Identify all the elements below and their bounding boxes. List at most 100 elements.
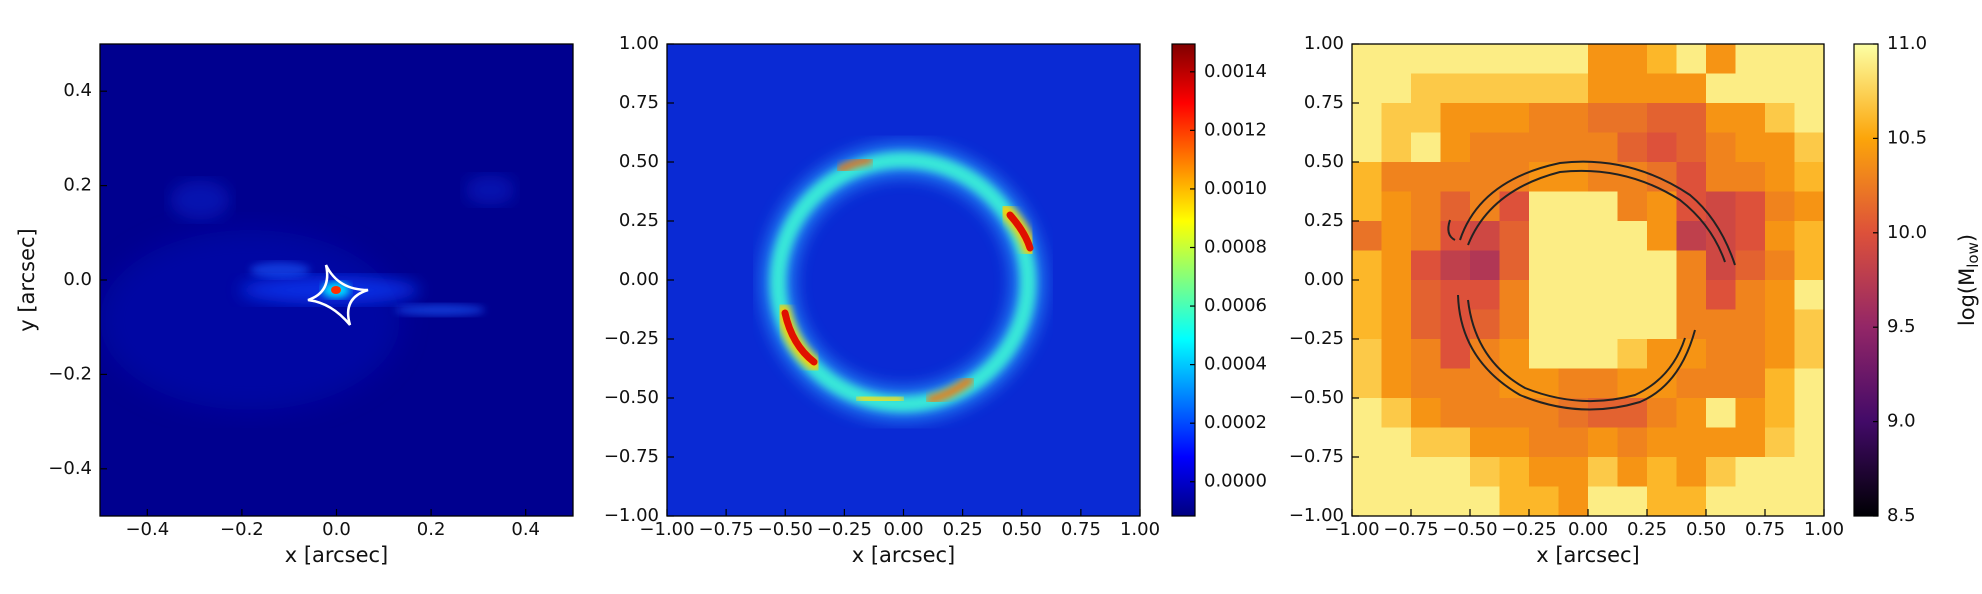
heat-cell [1411, 250, 1441, 281]
heat-cell [1558, 427, 1589, 458]
heat-cell [1794, 103, 1825, 133]
heat-cell [1352, 103, 1382, 133]
heat-cell [1588, 398, 1618, 428]
heat-cell [1529, 427, 1559, 458]
heat-cell [1470, 44, 1500, 74]
heat-cell [1352, 398, 1382, 428]
x-tick-label: 0.0 [322, 519, 351, 540]
heat-cell [1381, 398, 1412, 428]
heat-cell [1617, 398, 1648, 428]
heat-cell [1411, 427, 1441, 458]
x-tick-label: 0.50 [1686, 519, 1726, 540]
colorbar [1171, 43, 1196, 517]
heat-cell [1499, 486, 1530, 517]
heat-cell [1706, 339, 1736, 369]
heat-cell [1588, 280, 1618, 310]
heat-cell [1794, 221, 1825, 251]
x-tick-label: 0.75 [1745, 519, 1785, 540]
heat-cell [1588, 191, 1618, 222]
heat-cell [1558, 457, 1589, 487]
heat-cell [1735, 427, 1766, 458]
heat-cell [1765, 398, 1795, 428]
heat-cell [1499, 339, 1530, 369]
heat-cell [1470, 368, 1500, 399]
heat-cell [1529, 191, 1559, 222]
y-tick-label: −0.25 [1289, 328, 1344, 349]
heat-cell [1352, 162, 1382, 192]
heat-cell [1381, 73, 1412, 104]
heat-cell [1381, 162, 1412, 192]
heat-cell [1352, 280, 1382, 310]
heat-cell [1706, 162, 1736, 192]
heat-cell [1352, 427, 1382, 458]
y-tick-label: −1.00 [1289, 505, 1344, 526]
heat-cell [1558, 191, 1589, 222]
heat-cell [1617, 280, 1648, 310]
y-axis-label: y [arcsec] [15, 228, 39, 331]
heat-cell [1470, 103, 1500, 133]
heat-cell [1676, 103, 1707, 133]
heat-cell [1706, 103, 1736, 133]
colorbar-label: log(Mlow) [1955, 234, 1982, 326]
heat-cell [1735, 103, 1766, 133]
heat-cell [1588, 103, 1618, 133]
x-tick-label: 0.2 [417, 519, 446, 540]
heat-cell [1588, 73, 1618, 104]
source-image [100, 44, 573, 516]
heat-cell [1617, 162, 1648, 192]
x-tick-label: −0.4 [125, 519, 169, 540]
heat-cell [1529, 339, 1559, 369]
heat-cell [1529, 486, 1559, 517]
heat-cell [1411, 73, 1441, 104]
heat-cell [1706, 457, 1736, 487]
y-tick-label: 0.00 [1304, 269, 1344, 290]
colorbar-tick-label: 0.0008 [1204, 236, 1267, 257]
heat-cell [1765, 73, 1795, 104]
heat-cell [1440, 103, 1471, 133]
colorbar-tick-label: 0.0014 [1204, 61, 1267, 82]
heat-cell [1794, 191, 1825, 222]
heat-cell [1470, 221, 1500, 251]
heat-cell [1411, 486, 1441, 517]
y-tick-label: 0.2 [63, 175, 92, 196]
x-axis-label: x [arcsec] [852, 543, 955, 567]
heat-cell [1529, 457, 1559, 487]
heat-cell [1499, 162, 1530, 192]
heat-cell [1794, 486, 1825, 517]
heat-cell [1411, 339, 1441, 369]
heat-cell [1794, 132, 1825, 163]
heat-cell [1440, 486, 1471, 517]
y-tick-label: 0.75 [619, 92, 659, 113]
heat-cell [1381, 486, 1412, 517]
y-tick-label: 0.25 [1304, 210, 1344, 231]
y-tick-label: 0.50 [1304, 151, 1344, 172]
heat-cell [1440, 191, 1471, 222]
heat-cell [1499, 280, 1530, 310]
heat-cell [1440, 368, 1471, 399]
y-tick-label: 0.0 [63, 269, 92, 290]
heat-cell [1647, 250, 1677, 281]
heat-cell [1765, 250, 1795, 281]
heat-cell [1470, 132, 1500, 163]
heat-cell [1617, 73, 1648, 104]
heat-cell [1706, 73, 1736, 104]
heat-cell [1706, 132, 1736, 163]
heat-cell [1647, 73, 1677, 104]
heat-cell [1529, 280, 1559, 310]
heat-cell [1765, 309, 1795, 340]
colorbar-tick-label: 0.0000 [1204, 471, 1267, 492]
heat-cell [1765, 162, 1795, 192]
heat-cell [1617, 486, 1648, 517]
y-tick-label: 1.00 [619, 33, 659, 54]
x-tick-label: −0.75 [699, 519, 754, 540]
heat-cell [1529, 103, 1559, 133]
x-tick-label: 0.25 [943, 519, 983, 540]
heat-cell [1794, 368, 1825, 399]
heat-cell [1617, 457, 1648, 487]
x-tick-label: 0.75 [1061, 519, 1101, 540]
heat-cell [1735, 280, 1766, 310]
x-tick-label: 0.00 [883, 519, 923, 540]
heat-cell [1735, 368, 1766, 399]
heat-cell [1735, 309, 1766, 340]
colorbar-tick-label: 0.0006 [1204, 295, 1267, 316]
